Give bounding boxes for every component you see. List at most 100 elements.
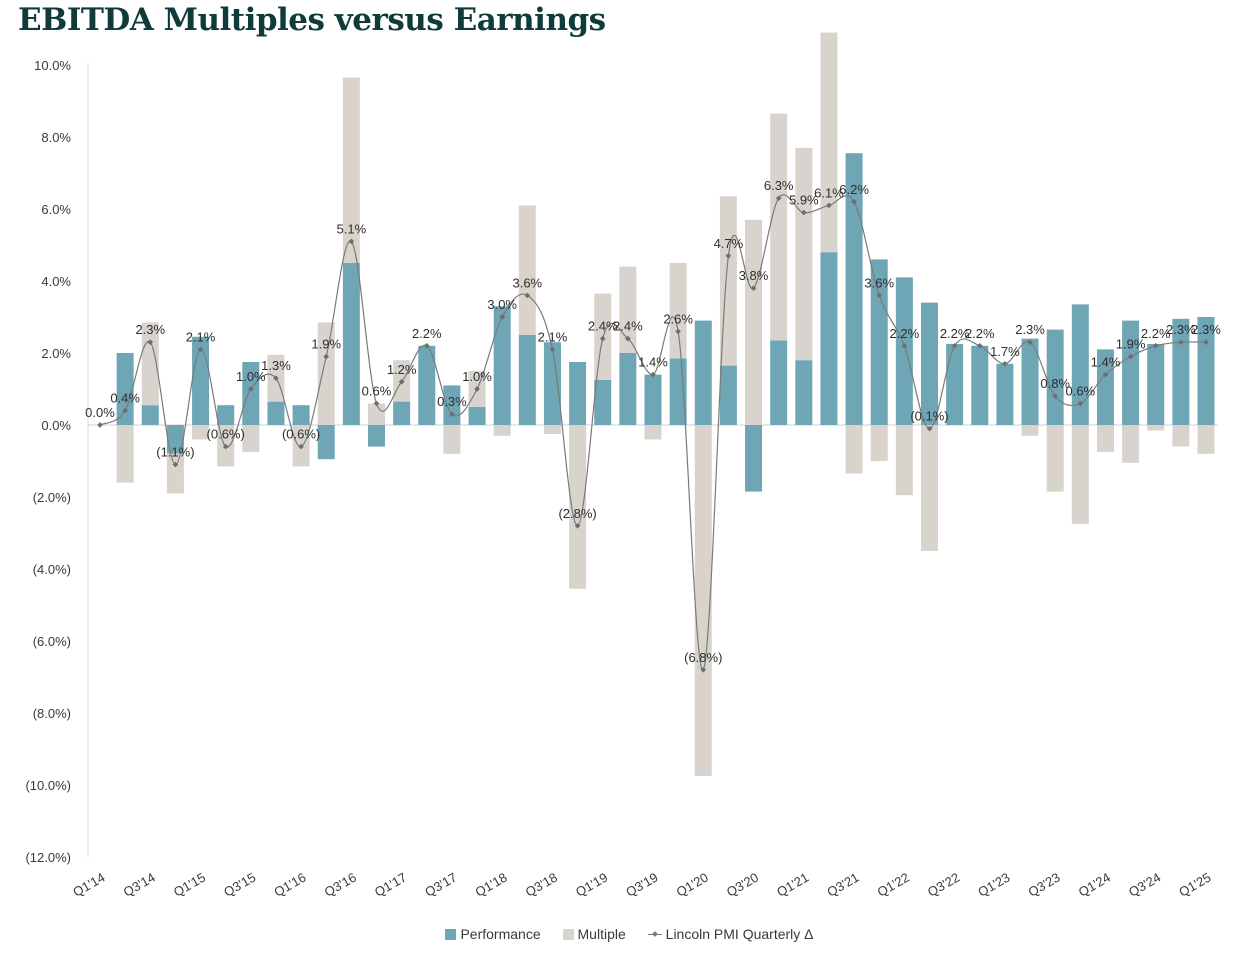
pmi-data-label: 0.6% [1065, 383, 1095, 398]
performance-bar [267, 401, 285, 425]
y-tick-label: (10.0%) [25, 778, 71, 793]
pmi-point [1203, 339, 1209, 346]
multiple-bar [845, 425, 863, 474]
multiple-bar [745, 219, 763, 425]
x-tick-label: Q3'19 [623, 870, 660, 900]
pmi-point [273, 375, 279, 382]
multiple-bar [719, 196, 737, 366]
multiple-bar [1122, 425, 1140, 463]
x-tick-label: Q1'18 [472, 870, 509, 900]
performance-bar [845, 153, 863, 425]
performance-bar [1122, 320, 1140, 425]
multiple-bar [1096, 425, 1114, 452]
performance-bar [921, 302, 938, 425]
pmi-point [926, 425, 933, 432]
pmi-data-label: 6.2% [839, 182, 869, 197]
pmi-data-label: 1.4% [1091, 355, 1121, 370]
pmi-data-label: 5.1% [337, 221, 367, 236]
multiple-bar [795, 147, 813, 361]
x-tick-label: Q1'24 [1076, 870, 1113, 900]
pmi-point [1127, 353, 1134, 360]
x-tick-label: Q3'22 [925, 870, 962, 900]
multiple-bar [443, 425, 461, 454]
legend-label-performance: Performance [460, 926, 541, 942]
performance-bar [895, 277, 913, 425]
pmi-point [826, 202, 832, 209]
performance-bar [468, 407, 486, 425]
y-tick-label: 8.0% [41, 130, 71, 145]
performance-bar [493, 306, 511, 425]
pmi-point [599, 335, 606, 342]
pmi-point [423, 342, 430, 349]
pmi-data-label: 3.6% [864, 275, 894, 290]
performance-bar [669, 358, 687, 425]
x-tick-label: Q3'21 [824, 870, 861, 900]
performance-bar [418, 345, 436, 425]
x-tick-label: Q3'18 [523, 870, 560, 900]
pmi-data-label: 2.2% [1141, 326, 1171, 341]
performance-bar [644, 374, 662, 425]
pmi-data-label: 0.0% [85, 405, 115, 420]
pmi-point [247, 386, 254, 392]
performance-bar [518, 335, 536, 425]
pmi-point [800, 209, 807, 216]
x-tick-label: Q3'17 [422, 870, 459, 900]
legend: Performance Multiple Lincoln PMI Quarter… [0, 926, 1259, 943]
pmi-data-label: 2.2% [965, 326, 995, 341]
multiple-bar [1197, 425, 1215, 454]
performance-bar [594, 380, 612, 425]
multiple-bar [1021, 425, 1039, 436]
pmi-data-label: 0.6% [362, 383, 392, 398]
performance-bar [317, 425, 335, 460]
multiple-bar [493, 425, 511, 436]
multiple-bar [1046, 425, 1064, 492]
pmi-data-label: 6.3% [764, 178, 794, 193]
pmi-data-label: 3.0% [487, 297, 517, 312]
pmi-data-label: 2.3% [1015, 322, 1045, 337]
pmi-point [700, 666, 707, 673]
y-tick-label: (6.0%) [33, 634, 71, 649]
legend-item-performance: Performance [445, 926, 541, 942]
pmi-point [1178, 339, 1184, 346]
performance-bar [820, 252, 838, 425]
performance-bar [870, 259, 888, 425]
pmi-point [298, 443, 304, 450]
pmi-data-label: 0.3% [437, 394, 467, 409]
multiple-bar [242, 425, 260, 452]
pmi-data-label: 2.1% [186, 329, 216, 344]
multiple-bar [116, 425, 134, 483]
performance-bar [342, 263, 360, 425]
x-tick-label: Q3'16 [322, 870, 359, 900]
x-tick-label: Q1'16 [271, 870, 308, 900]
x-tick-label: Q1'20 [674, 870, 711, 900]
pmi-data-label: (6.8%) [684, 650, 722, 665]
x-tick-label: Q1'23 [975, 870, 1012, 900]
multiple-bar [820, 32, 838, 253]
x-tick-label: Q1'19 [573, 870, 610, 900]
pmi-point [1152, 342, 1159, 349]
multiple-bar [644, 425, 662, 440]
pmi-line-group [97, 194, 1209, 673]
pmi-data-label: (0.6%) [282, 427, 320, 442]
y-tick-label: 6.0% [41, 202, 71, 217]
pmi-point [851, 198, 857, 205]
pmi-point [549, 346, 556, 353]
performance-swatch-icon [445, 928, 457, 940]
pmi-data-label: 1.9% [311, 337, 341, 352]
performance-bar [292, 405, 310, 425]
pmi-data-label: 1.3% [261, 358, 291, 373]
pmi-point [1027, 339, 1033, 346]
multiple-bar [870, 425, 888, 461]
pmi-point [574, 522, 581, 529]
x-axis: Q1'14 Q3'14 Q1'15 Q3'15 Q1'16 Q3'16 Q1'17 Q3'17… [70, 870, 1213, 900]
y-tick-label: 4.0% [41, 274, 71, 289]
pmi-point [197, 346, 204, 353]
pmi-point [1077, 400, 1084, 407]
pmi-point [901, 342, 908, 349]
multiple-bar [1071, 425, 1089, 524]
multiple-bar [921, 425, 938, 551]
y-tick-label: 0.0% [41, 418, 71, 433]
pmi-data-label: 1.2% [387, 362, 417, 377]
performance-bar [770, 340, 788, 425]
